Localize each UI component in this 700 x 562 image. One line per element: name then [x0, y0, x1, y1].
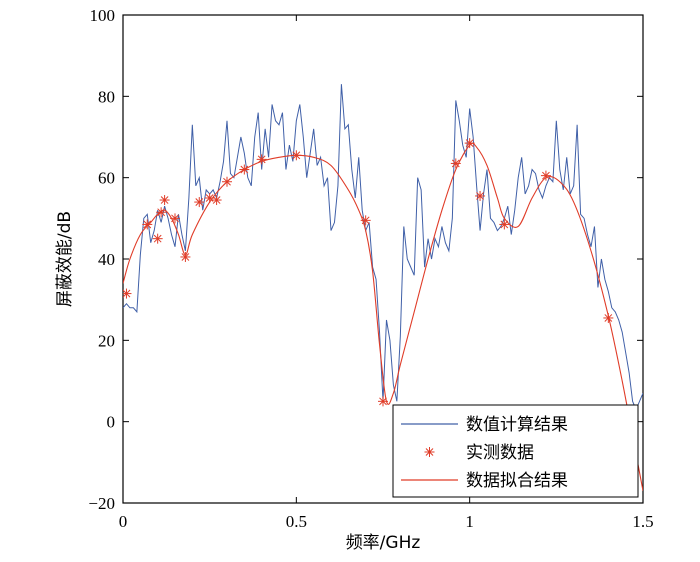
measured-point — [156, 207, 167, 218]
y-tick-label: 20 — [98, 331, 115, 350]
series-line-fitted — [123, 142, 643, 491]
measured-point — [499, 219, 510, 230]
measured-point — [194, 197, 205, 208]
measured-point — [159, 195, 170, 206]
legend-label-measured: 实测数据 — [466, 443, 534, 463]
plot-content — [123, 84, 643, 491]
measured-point — [152, 233, 163, 244]
legend-box — [392, 404, 639, 498]
measured-point — [378, 396, 388, 407]
x-axis-title: 频率/GHz — [346, 533, 421, 553]
y-tick-label: 60 — [98, 169, 115, 188]
legend: 数值计算结果 实测数据 数据拟合结果 — [392, 404, 639, 498]
legend-swatch-measured — [424, 447, 435, 457]
measured-point — [360, 215, 371, 226]
x-tick-label: 1.5 — [632, 512, 653, 531]
measured-point — [450, 158, 461, 169]
axis-ticks — [122, 14, 644, 504]
measured-point — [540, 170, 551, 181]
y-tick-label: 100 — [90, 6, 116, 25]
y-tick-label: −20 — [88, 494, 115, 513]
legend-label-fitted: 数据拟合结果 — [466, 471, 568, 491]
x-tick-label: 1 — [465, 512, 474, 531]
measured-point — [211, 195, 222, 206]
x-tick-label: 0 — [119, 512, 128, 531]
y-tick-label: 0 — [107, 413, 116, 432]
measured-point — [180, 251, 191, 262]
measured-point — [123, 288, 132, 299]
x-tick-label: 0.5 — [286, 512, 307, 531]
y-axis-title: 屏蔽效能/dB — [55, 211, 75, 307]
y-tick-label: 40 — [98, 250, 115, 269]
legend-marker-measured — [424, 447, 435, 457]
legend-label-numerical: 数值计算结果 — [466, 415, 568, 435]
y-tick-label: 80 — [98, 87, 115, 106]
measured-point — [142, 219, 153, 230]
measured-point — [464, 138, 475, 149]
measured-point — [475, 190, 486, 201]
